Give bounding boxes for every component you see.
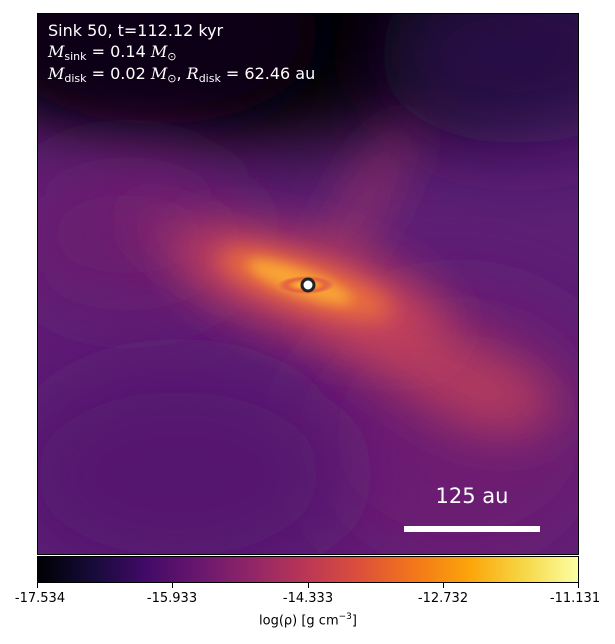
colorbar-label-end: ] (351, 613, 357, 629)
filament-upper (308, 114, 418, 294)
low-density-right (378, 14, 578, 144)
disk-mass-unit: M (150, 64, 168, 83)
gas-lower-left (38, 364, 348, 554)
colorbar-tick-label-2: -14.333 (282, 591, 334, 606)
disk-separator: , (176, 64, 182, 83)
sink-mass-subscript: sink (64, 50, 87, 63)
density-map (38, 14, 578, 554)
sink-title-text: Sink 50, t=112.12 kyr (48, 21, 224, 40)
low-density-core (38, 14, 318, 124)
colorbar-tick-3 (443, 583, 444, 588)
colorbar-tick-label-3: -12.732 (417, 591, 469, 606)
disk-mass-unit-sub: ⊙ (167, 72, 177, 85)
colorbar-label: log(ρ) [g cm−3] (37, 612, 579, 628)
scale-bar-label: 125 au (435, 484, 509, 508)
disk-mass-subscript: disk (64, 72, 87, 85)
disk-line: Mdisk = 0.02 M⊙, Rdisk = 62.46 au (48, 64, 315, 85)
sink-title: Sink 50, t=112.12 kyr (48, 21, 223, 40)
sink-mass-symbol: M (48, 42, 65, 61)
sink-mass-value: = 0.14 (91, 42, 146, 61)
colorbar-tick-0 (37, 583, 38, 588)
sink-marker (300, 277, 316, 293)
colorbar-label-main: log(ρ) [g cm (259, 613, 339, 629)
disk-radius-symbol: R (186, 64, 199, 83)
colorbar-label-exponent: −3 (338, 612, 352, 622)
disk-radius-subscript: disk (198, 72, 221, 85)
colorbar (37, 556, 579, 583)
colorbar-tick-label-0: -17.534 (14, 591, 66, 606)
disk-mass-value: = 0.02 (91, 64, 146, 83)
sink-mass-unit-sub: ⊙ (167, 50, 177, 63)
colorbar-tick-label-4: -11.131 (549, 591, 601, 606)
colorbar-tick-label-1: -15.933 (146, 591, 198, 606)
colorbar-tick-2 (308, 583, 309, 588)
scale-bar (404, 526, 540, 532)
sink-mass-unit: M (150, 42, 168, 61)
disk-radius-value: = 62.46 au (225, 64, 316, 83)
colorbar-tick-1 (172, 583, 173, 588)
disk-mass-symbol: M (48, 64, 65, 83)
colorbar-tick-4 (578, 583, 579, 588)
density-map-panel: Sink 50, t=112.12 kyr Msink = 0.14 M⊙ Md… (37, 13, 579, 555)
sink-mass-line: Msink = 0.14 M⊙ (48, 42, 176, 63)
